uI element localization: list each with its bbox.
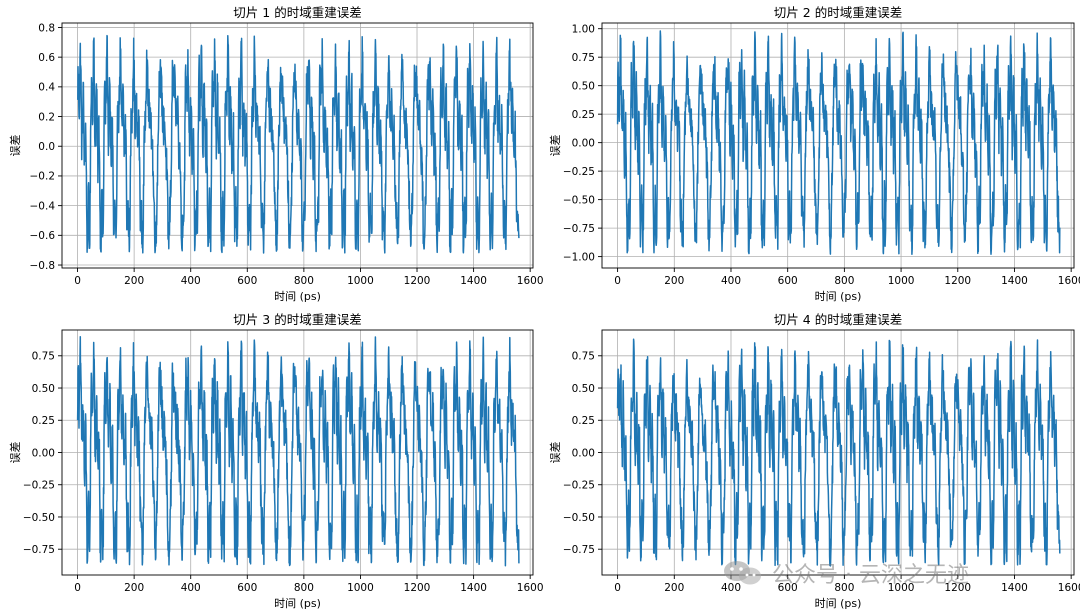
y-axis-label: 误差 xyxy=(548,135,562,157)
y-tick-label: 0.00 xyxy=(572,137,595,149)
y-tick-label: 0.25 xyxy=(572,415,595,427)
y-tick-label: −0.6 xyxy=(30,230,56,242)
x-tick-label: 1400 xyxy=(1001,275,1028,287)
x-axis-label: 时间 (ps) xyxy=(815,290,862,303)
y-tick-label: −0.50 xyxy=(23,512,55,524)
error-series-line xyxy=(616,338,1061,567)
x-tick-label: 0 xyxy=(614,582,621,594)
axes-frame xyxy=(601,22,1075,269)
x-tick-label: 200 xyxy=(124,275,144,287)
y-tick-label: −0.25 xyxy=(23,480,55,492)
x-axis-label: 时间 (ps) xyxy=(274,597,321,610)
x-tick-label: 400 xyxy=(181,275,201,287)
x-tick-label: 1600 xyxy=(1058,275,1080,287)
x-tick-label: 600 xyxy=(237,582,257,594)
y-axis-label: 误差 xyxy=(548,442,562,464)
x-tick-label: 1000 xyxy=(888,275,915,287)
subplot-1: 0 200 400 600 800 1000 1200 1400 1600 −0.8 −0.6 −0.… xyxy=(8,5,544,303)
x-tick-label: 800 xyxy=(294,275,314,287)
x-tick-label: 200 xyxy=(664,582,684,594)
x-tick-label: 1200 xyxy=(944,582,971,594)
y-tick-label: 0.8 xyxy=(38,22,55,34)
subplot-3: 0 200 400 600 800 1000 1200 1400 1600 −0.75 −0.50 −… xyxy=(8,312,544,610)
y-tick-label: −1.00 xyxy=(563,251,595,263)
y-tick-label: 0.50 xyxy=(572,80,595,92)
subplot-2: 0 200 400 600 800 1000 1200 1400 1600 −1.00 −0.75 −… xyxy=(548,5,1080,303)
y-tick-label: 0.0 xyxy=(38,141,55,153)
y-tick-label: −0.25 xyxy=(563,480,595,492)
y-tick-label: −0.75 xyxy=(563,544,595,556)
x-tick-label: 0 xyxy=(614,275,621,287)
y-axis-label: 误差 xyxy=(8,135,22,157)
chart-title: 切片 1 的时域重建误差 xyxy=(233,5,361,20)
x-tick-label: 200 xyxy=(124,582,144,594)
x-tick-label: 400 xyxy=(181,582,201,594)
y-tick-label: 0.50 xyxy=(572,383,595,395)
y-tick-label: −0.4 xyxy=(30,200,56,212)
y-axis-label: 误差 xyxy=(8,442,22,464)
y-tick-label: −0.50 xyxy=(563,194,595,206)
y-tick-label: −0.75 xyxy=(23,544,55,556)
chart-title: 切片 4 的时域重建误差 xyxy=(774,312,902,327)
axes-frame xyxy=(61,22,534,269)
x-tick-label: 600 xyxy=(778,275,798,287)
x-tick-label: 1600 xyxy=(517,582,544,594)
y-tick-label: 0.75 xyxy=(572,52,595,64)
x-tick-label: 1200 xyxy=(404,582,431,594)
y-tick-label: −0.8 xyxy=(30,260,56,272)
x-tick-label: 1000 xyxy=(347,582,374,594)
x-tick-label: 800 xyxy=(294,582,314,594)
x-tick-label: 600 xyxy=(778,582,798,594)
y-tick-label: −0.75 xyxy=(563,223,595,235)
x-tick-label: 400 xyxy=(721,582,741,594)
y-tick-label: 0.2 xyxy=(38,111,55,123)
x-tick-label: 1200 xyxy=(944,275,971,287)
y-tick-label: 0.75 xyxy=(572,351,595,363)
y-tick-label: −0.50 xyxy=(563,512,595,524)
y-tick-label: 0.00 xyxy=(572,447,595,459)
x-tick-label: 0 xyxy=(74,275,81,287)
x-tick-label: 200 xyxy=(664,275,684,287)
x-tick-label: 1400 xyxy=(1001,582,1028,594)
x-tick-label: 0 xyxy=(74,582,81,594)
x-tick-label: 1400 xyxy=(460,275,487,287)
y-tick-label: 0.00 xyxy=(32,447,55,459)
x-tick-label: 1200 xyxy=(404,275,431,287)
x-tick-label: 1600 xyxy=(1058,582,1080,594)
x-tick-label: 1000 xyxy=(347,275,374,287)
error-series-line xyxy=(616,30,1061,256)
x-tick-label: 400 xyxy=(721,275,741,287)
x-tick-label: 1400 xyxy=(460,582,487,594)
x-axis-label: 时间 (ps) xyxy=(815,597,862,610)
y-tick-label: 0.50 xyxy=(32,383,55,395)
x-tick-label: 600 xyxy=(237,275,257,287)
y-tick-label: −0.25 xyxy=(563,166,595,178)
x-tick-label: 1600 xyxy=(517,275,544,287)
x-tick-label: 800 xyxy=(834,582,854,594)
subplot-4: 0 200 400 600 800 1000 1200 1400 1600 −0.75 −0.50 −… xyxy=(548,312,1080,610)
chart-title: 切片 3 的时域重建误差 xyxy=(233,312,361,327)
error-series-line xyxy=(76,335,520,567)
y-tick-label: 0.4 xyxy=(38,82,55,94)
chart-title: 切片 2 的时域重建误差 xyxy=(774,5,902,20)
x-tick-label: 1000 xyxy=(888,582,915,594)
y-tick-label: 0.25 xyxy=(572,109,595,121)
y-tick-label: 0.25 xyxy=(32,415,55,427)
y-tick-label: 0.75 xyxy=(32,351,55,363)
y-tick-label: 0.6 xyxy=(38,52,55,64)
x-tick-label: 800 xyxy=(834,275,854,287)
error-series-line xyxy=(76,34,520,254)
y-tick-label: 1.00 xyxy=(572,23,595,35)
x-axis-label: 时间 (ps) xyxy=(274,290,321,303)
y-tick-label: −0.2 xyxy=(30,171,56,183)
